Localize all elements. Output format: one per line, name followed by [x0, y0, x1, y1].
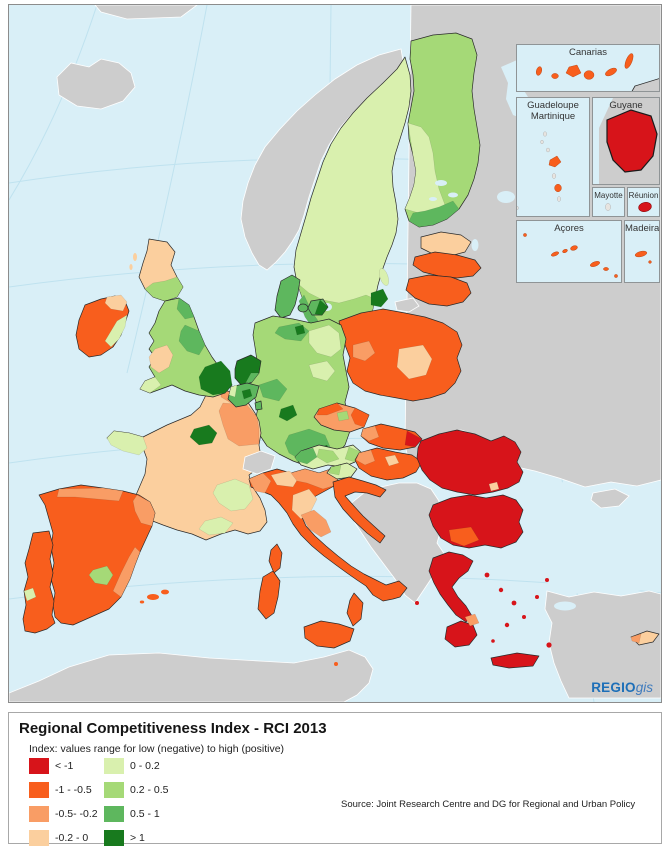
guyane-map: [599, 98, 659, 184]
crimea: [590, 488, 630, 509]
inset-title-martinique: Martinique: [530, 111, 576, 122]
country-luxembourg: [254, 400, 263, 411]
legend-label: -0.2 - 0: [55, 832, 89, 844]
inset-guyane: Guyane: [592, 97, 660, 185]
canarias-islands-map: [536, 53, 659, 91]
corsica: [268, 543, 283, 574]
country-germany: [249, 315, 351, 467]
madeira-map: [634, 250, 652, 264]
inset-mayotte: Mayotte: [592, 187, 625, 217]
legend-swatch: [29, 830, 49, 846]
inset-guadeloupe-martinique: Guadeloupe Martinique: [516, 97, 590, 217]
country-estonia: [420, 231, 472, 257]
legend-swatch: [104, 758, 124, 774]
legend-label: -0.5- -0.2: [55, 808, 98, 820]
non-eu-kaliningrad: [394, 297, 420, 313]
sicily: [303, 620, 355, 649]
non-eu-greenland: [94, 5, 198, 20]
acores-islands-map: [523, 233, 618, 278]
country-greece: [415, 551, 552, 669]
northern-ireland: [104, 294, 128, 312]
legend-swatch: [29, 758, 49, 774]
inset-title-canarias: Canarias: [568, 47, 608, 58]
country-slovakia: [360, 423, 423, 451]
hebrides: [133, 253, 137, 261]
country-italy: [248, 468, 408, 666]
balearic-islands: [139, 589, 169, 604]
non-eu-switzerland: [242, 450, 276, 475]
legend-swatch: [104, 782, 124, 798]
inset-title-acores: Açores: [554, 223, 584, 234]
legend-subtitle: Index: values range for low (negative) t…: [29, 743, 285, 755]
country-cyprus: [630, 630, 660, 646]
country-finland: [404, 32, 481, 228]
legend-label: > 1: [130, 832, 145, 844]
country-spain: [38, 484, 169, 626]
map-title: Regional Competitiveness Index - RCI 201…: [19, 720, 327, 737]
country-croatia: [332, 476, 387, 544]
regiogis-logo-bold: REGIO: [591, 680, 636, 695]
country-ireland: [75, 294, 130, 358]
reunion-map: [638, 202, 652, 212]
country-latvia: [412, 251, 482, 279]
legend-label: 0 - 0.2: [130, 760, 160, 772]
non-eu-norway: [240, 48, 404, 271]
inset-title-guyane: Guyane: [609, 100, 643, 111]
country-united-kingdom: [129, 238, 233, 398]
country-poland: [338, 308, 463, 402]
mayotte-map: [605, 203, 611, 211]
gotland: [379, 268, 389, 286]
inset-title-madeira: Madeira: [625, 223, 660, 234]
regiogis-logo-italic: gis: [635, 680, 653, 695]
country-lithuania: [405, 274, 472, 307]
sea-of-marmara: [554, 601, 576, 611]
inset-title-guadeloupe: Guadeloupe: [527, 100, 579, 111]
country-romania: [416, 429, 524, 496]
country-belgium: [227, 382, 260, 408]
aegean-islands: [415, 572, 552, 648]
legend-swatch: [104, 806, 124, 822]
legend-label: 0.2 - 0.5: [130, 784, 169, 796]
country-bulgaria: [428, 494, 524, 549]
inset-acores: Açores: [516, 220, 622, 283]
country-slovenia: [326, 462, 358, 480]
inset-reunion: Réunion: [627, 187, 660, 217]
sardinia: [257, 570, 281, 620]
europe-map-panel: Canarias Guadeloupe Martinique: [8, 4, 662, 703]
country-portugal: [22, 530, 56, 634]
malta: [334, 662, 338, 666]
legend-swatch: [29, 806, 49, 822]
non-eu-turkey: [544, 590, 661, 699]
inset-madeira: Madeira: [624, 220, 660, 283]
source-note: Source: Joint Research Centre and DG for…: [341, 799, 636, 810]
country-denmark: [274, 274, 329, 319]
inset-canarias: Canarias: [516, 44, 660, 92]
country-czechia: [313, 402, 370, 433]
black-sea: [520, 477, 661, 595]
country-netherlands: [234, 354, 262, 387]
inset-title-mayotte: Mayotte: [594, 191, 623, 200]
guadeloupe-martinique-islands-map: [517, 131, 562, 211]
inset-title-reunion: Réunion: [628, 191, 659, 200]
non-eu-north-africa: [9, 649, 374, 702]
legend-swatch: [104, 830, 124, 846]
legend-label: < -1: [55, 760, 74, 772]
legend-label: -1 - -0.5: [55, 784, 92, 796]
non-eu-iceland: [56, 58, 136, 110]
country-hungary: [354, 447, 423, 481]
crete: [490, 652, 540, 669]
regiogis-logo: REGIOgis: [591, 680, 653, 695]
legend-panel: Regional Competitiveness Index - RCI 201…: [8, 712, 662, 846]
legend-swatch: [29, 782, 49, 798]
legend-label: 0.5 - 1: [130, 808, 160, 820]
